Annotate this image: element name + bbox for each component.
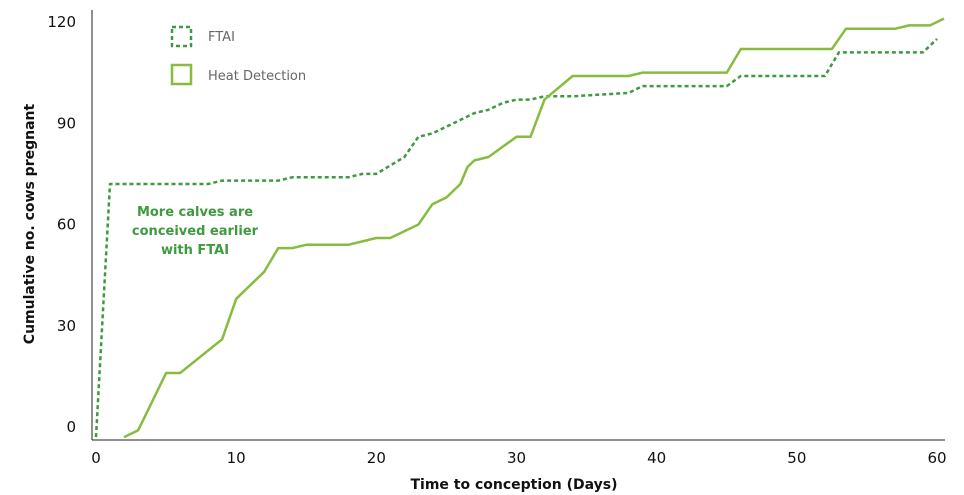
y-tick-label: 120 <box>47 13 76 31</box>
series-line-ftai <box>94 38 938 438</box>
x-tick-label: 10 <box>227 449 246 467</box>
x-axis-title: Time to conception (Days) <box>410 477 617 493</box>
x-tick-label: 40 <box>647 449 666 467</box>
y-tick-label: 0 <box>66 418 76 436</box>
x-tick-labels: 0 10 20 30 40 50 60 <box>91 449 946 467</box>
x-tick-label: 20 <box>367 449 386 467</box>
x-tick-label: 50 <box>787 449 806 467</box>
x-tick-label: 30 <box>507 449 526 467</box>
y-tick-label: 60 <box>57 216 76 234</box>
y-tick-label: 30 <box>57 317 76 335</box>
annotation-line-1: More calves are <box>137 205 253 220</box>
annotation-line-2: conceived earlier <box>132 224 259 239</box>
legend-swatch-heat-detection <box>170 63 193 86</box>
y-tick-labels: 0 30 60 90 120 <box>47 13 76 436</box>
legend-label-ftai: FTAI <box>208 30 235 45</box>
legend: FTAI Heat Detection <box>170 25 306 86</box>
series-line-heat-detection <box>123 17 945 439</box>
x-tick-label: 60 <box>927 449 946 467</box>
legend-label-heat-detection: Heat Detection <box>208 69 306 84</box>
annotation: More calves are conceived earlier with F… <box>132 205 259 258</box>
legend-swatch-ftai <box>170 25 193 48</box>
y-tick-label: 90 <box>57 114 76 132</box>
y-axis-title: Cumulative no. cows pregnant <box>22 104 38 345</box>
annotation-line-3: with FTAI <box>161 243 229 258</box>
series-layer <box>94 17 945 439</box>
x-tick-label: 0 <box>91 449 101 467</box>
